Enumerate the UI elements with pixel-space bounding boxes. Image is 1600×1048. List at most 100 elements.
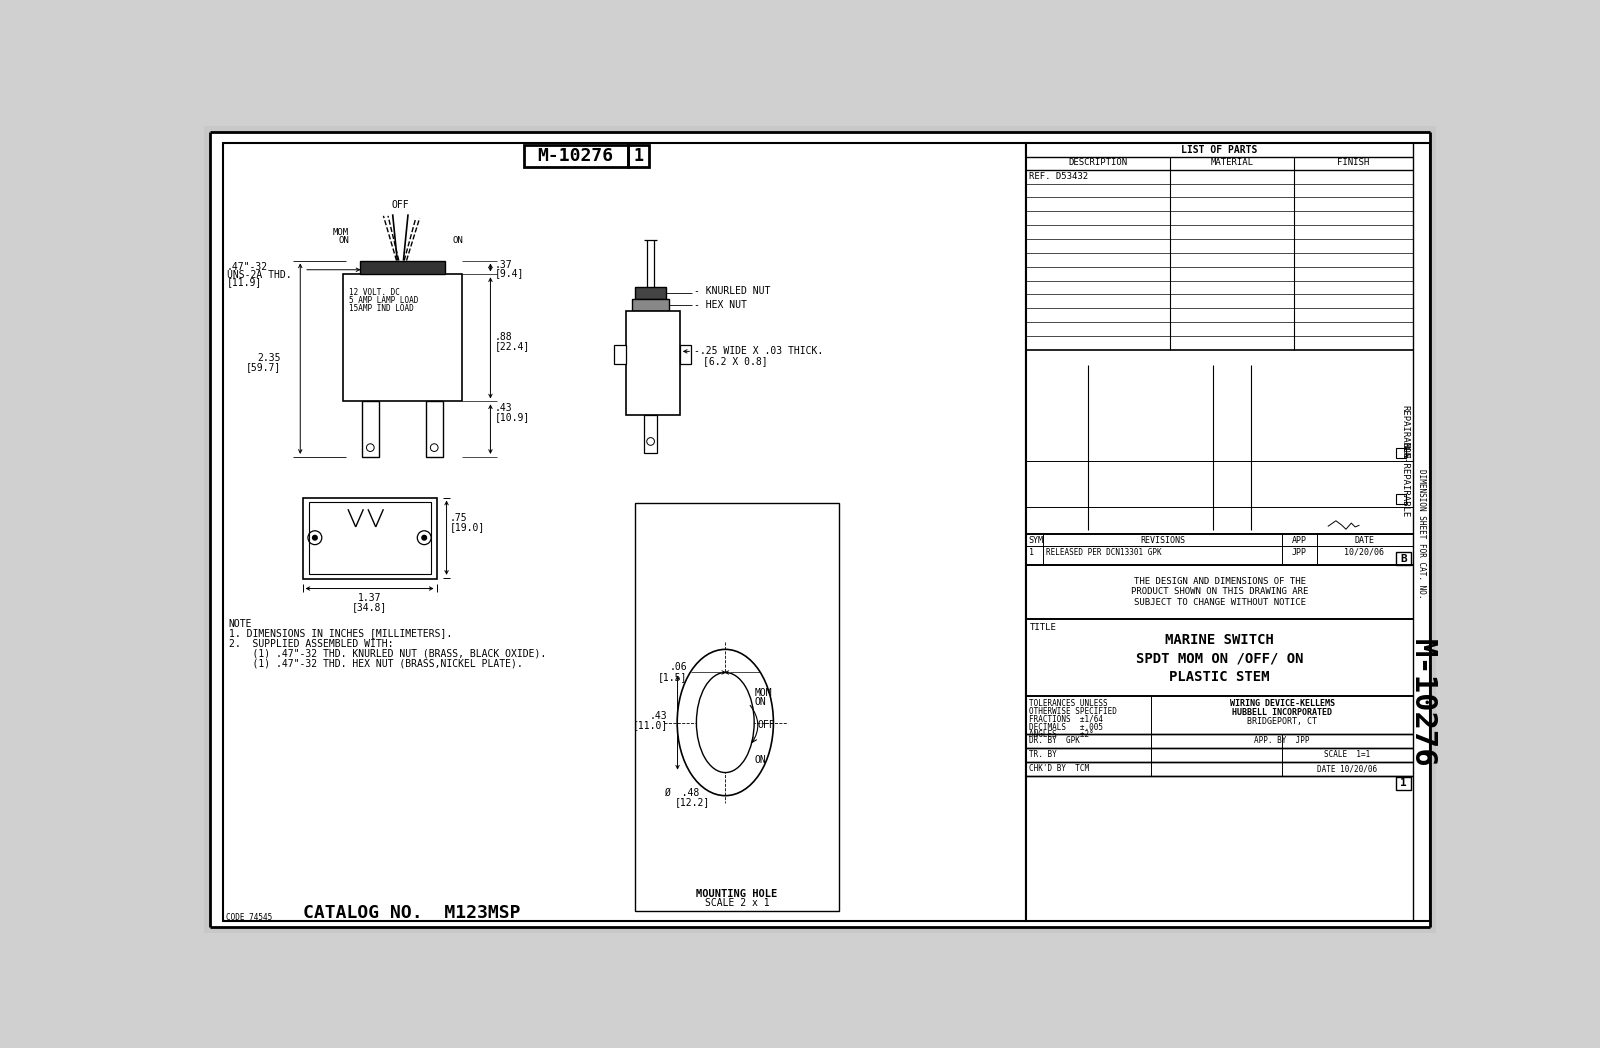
Text: [11.9]: [11.9] [227, 278, 262, 287]
Text: .75: .75 [450, 514, 467, 523]
Bar [302, 498, 437, 578]
Text: THE DESIGN AND DIMENSIONS OF THE
PRODUCT SHOWN ON THIS DRAWING ARE
SUBJECT TO CH: THE DESIGN AND DIMENSIONS OF THE PRODUCT… [1131, 576, 1309, 607]
Bar [362, 401, 379, 457]
Bar [1395, 447, 1406, 458]
Text: -.25 WIDE X .03 THICK.: -.25 WIDE X .03 THICK. [694, 347, 822, 356]
Text: WIRING DEVICE-KELLEMS: WIRING DEVICE-KELLEMS [1229, 699, 1334, 707]
Circle shape [422, 536, 427, 540]
Bar [635, 287, 666, 299]
Ellipse shape [696, 673, 754, 772]
Bar [1395, 494, 1406, 504]
Text: FRACTIONS  ±1/64: FRACTIONS ±1/64 [1029, 715, 1102, 724]
Text: REVISIONS: REVISIONS [1141, 536, 1186, 545]
Bar [1026, 143, 1430, 921]
Text: .06: .06 [669, 662, 686, 673]
Text: [10.9]: [10.9] [494, 412, 530, 422]
Text: LIST OF PARTS: LIST OF PARTS [1181, 145, 1258, 155]
Bar [680, 345, 691, 365]
Text: DR. BY  GPK: DR. BY GPK [1029, 737, 1080, 745]
Text: 1. DIMENSIONS IN INCHES [MILLIMETERS].: 1. DIMENSIONS IN INCHES [MILLIMETERS]. [229, 629, 451, 638]
Text: SCALE  1=1: SCALE 1=1 [1325, 750, 1371, 760]
Text: APP: APP [1291, 536, 1307, 545]
Text: UNS-2A THD.: UNS-2A THD. [227, 269, 291, 280]
Text: PLASTIC STEM: PLASTIC STEM [1170, 670, 1270, 684]
Bar [645, 415, 656, 453]
Text: DECIMALS   ±.005: DECIMALS ±.005 [1029, 722, 1102, 732]
Text: 1.37: 1.37 [358, 593, 381, 604]
Text: 2.35: 2.35 [258, 353, 282, 363]
Text: [19.0]: [19.0] [450, 522, 485, 532]
Text: ON: ON [755, 697, 766, 707]
Text: ON: ON [755, 755, 766, 765]
Text: [11.0]: [11.0] [632, 720, 667, 730]
Text: BRIDGEPORT, CT: BRIDGEPORT, CT [1246, 717, 1317, 726]
Text: 12 VOLT. DC: 12 VOLT. DC [349, 288, 400, 298]
Text: NON-REPAIRABLE: NON-REPAIRABLE [1400, 442, 1410, 518]
Text: OFF: OFF [392, 200, 410, 211]
Text: [59.7]: [59.7] [246, 363, 282, 372]
Bar [523, 145, 627, 167]
Text: MATERIAL: MATERIAL [1211, 158, 1253, 168]
Text: TOLERANCES UNLESS: TOLERANCES UNLESS [1029, 699, 1107, 708]
Text: 1: 1 [1029, 548, 1034, 556]
Text: 1: 1 [1400, 779, 1406, 788]
Text: MOUNTING HOLE: MOUNTING HOLE [696, 889, 778, 899]
Bar [224, 143, 1026, 921]
Text: SYM: SYM [1029, 536, 1043, 545]
Text: 1: 1 [634, 147, 643, 165]
Text: 10/20/06: 10/20/06 [1344, 548, 1384, 556]
Text: M-10276: M-10276 [1408, 639, 1437, 767]
Text: RELEASED PER DCN13301 GPK: RELEASED PER DCN13301 GPK [1046, 548, 1162, 556]
Text: 5 AMP LAMP LOAD: 5 AMP LAMP LOAD [349, 296, 418, 305]
Bar [722, 719, 730, 726]
Text: ON: ON [338, 236, 349, 245]
Ellipse shape [677, 650, 773, 795]
Bar [342, 275, 462, 401]
Text: TR. BY: TR. BY [1029, 750, 1056, 760]
Text: TITLE: TITLE [1030, 624, 1058, 632]
Text: (1) .47"-32 THD. HEX NUT (BRASS,NICKEL PLATE).: (1) .47"-32 THD. HEX NUT (BRASS,NICKEL P… [229, 658, 522, 669]
Circle shape [312, 536, 317, 540]
Text: .43: .43 [650, 711, 667, 721]
Text: DATE 10/20/06: DATE 10/20/06 [1317, 764, 1378, 773]
Text: REF. D53432: REF. D53432 [1029, 172, 1088, 181]
Bar [426, 401, 443, 457]
Text: - HEX NUT: - HEX NUT [694, 300, 747, 310]
Bar [1395, 778, 1411, 789]
Text: DIMENSION SHEET FOR CAT. NO.: DIMENSION SHEET FOR CAT. NO. [1418, 470, 1426, 598]
Text: MOM: MOM [333, 228, 349, 237]
Text: .47"-32: .47"-32 [227, 262, 269, 272]
Bar [614, 345, 626, 365]
Text: [34.8]: [34.8] [352, 603, 387, 612]
Text: [6.2 X 0.8]: [6.2 X 0.8] [702, 355, 768, 366]
FancyArrowPatch shape [750, 705, 758, 742]
Text: .88: .88 [494, 332, 512, 342]
Text: [22.4]: [22.4] [494, 342, 530, 351]
Text: CATALOG NO.  M123MSP: CATALOG NO. M123MSP [302, 903, 520, 921]
Text: Ø  .48: Ø .48 [664, 788, 699, 798]
Bar [720, 673, 730, 719]
Text: JPP: JPP [1291, 548, 1307, 556]
Text: [9.4]: [9.4] [494, 268, 523, 278]
Bar [360, 261, 445, 275]
Text: OFF: OFF [758, 720, 776, 730]
Text: ANGLES     ±2°: ANGLES ±2° [1029, 730, 1093, 739]
Text: FINISH: FINISH [1336, 158, 1370, 168]
Text: .43: .43 [494, 403, 512, 413]
Text: - KNURLED NUT: - KNURLED NUT [694, 286, 770, 297]
Text: OTHERWISE SPECIFIED: OTHERWISE SPECIFIED [1029, 707, 1117, 716]
Text: MOM: MOM [755, 687, 773, 698]
Text: [12.2]: [12.2] [675, 798, 710, 807]
Bar [1395, 552, 1411, 565]
Bar [627, 145, 650, 167]
Text: APP. BY  JPP: APP. BY JPP [1254, 737, 1310, 745]
Text: 15AMP IND LOAD: 15AMP IND LOAD [349, 304, 413, 312]
Bar [635, 503, 840, 911]
Text: REPAIRABLE: REPAIRABLE [1400, 406, 1410, 459]
Text: B: B [1400, 553, 1406, 564]
Text: 2.  SUPPLIED ASSEMBLED WITH:: 2. SUPPLIED ASSEMBLED WITH: [229, 638, 394, 649]
Text: ON: ON [453, 236, 464, 245]
Text: NOTE: NOTE [229, 618, 253, 629]
Text: SPDT MOM ON /OFF/ ON: SPDT MOM ON /OFF/ ON [1136, 652, 1304, 665]
Text: DATE: DATE [1354, 536, 1374, 545]
